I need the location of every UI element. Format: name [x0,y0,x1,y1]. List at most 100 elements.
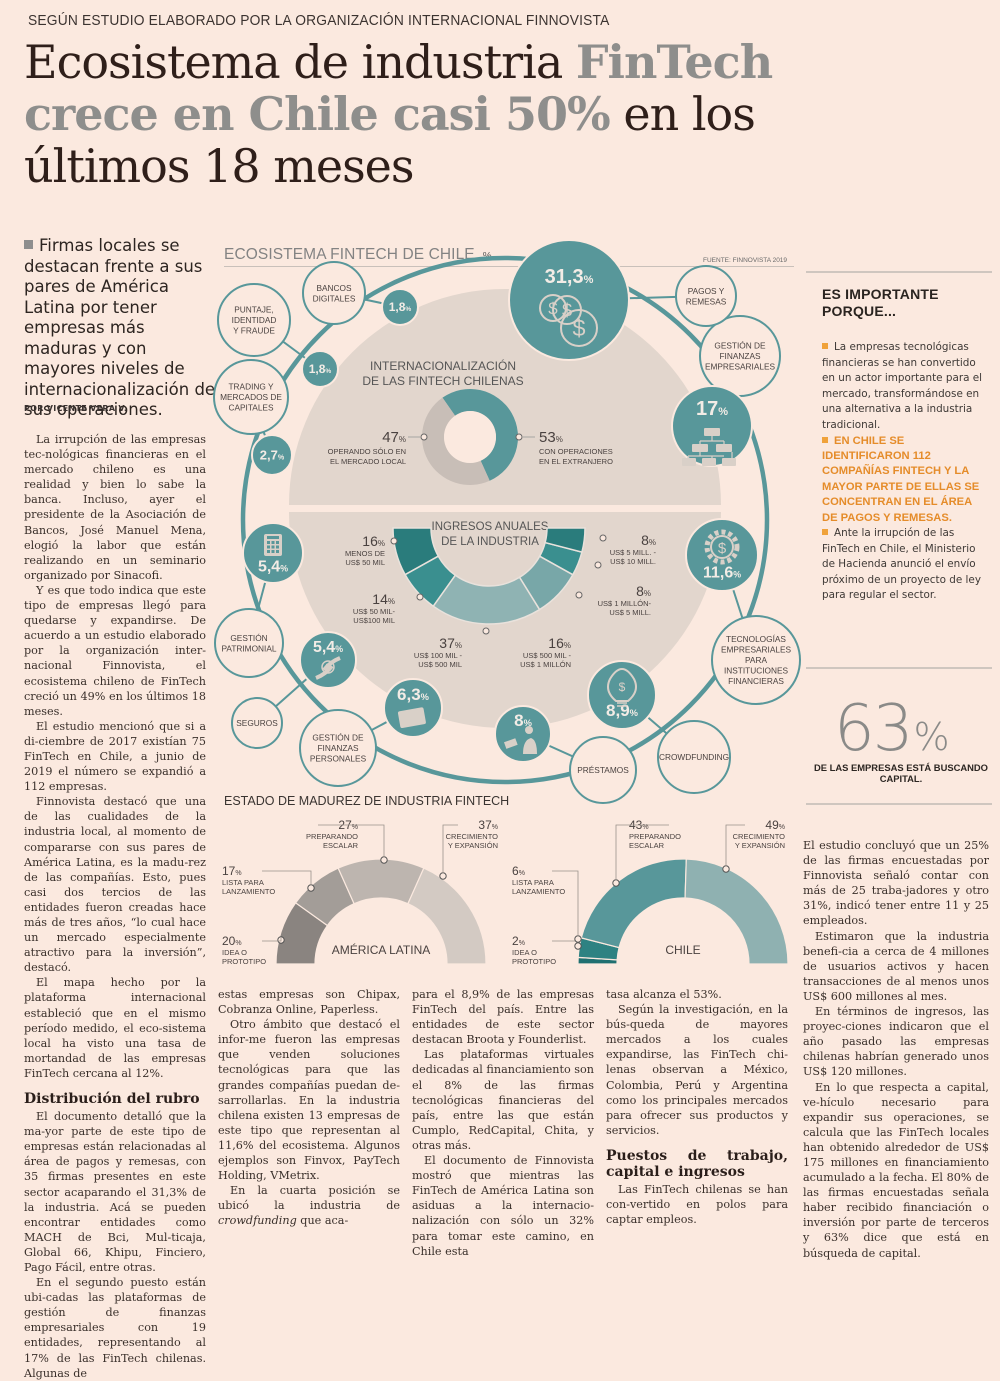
segment-value-bubble: 1,8% [381,288,419,326]
intl-local-value: 47% [382,429,406,446]
sidebar-item-text: EN CHILE SE IDENTIFICARON 112 COMPAÑÍAS … [822,434,980,524]
ingresos-label: US$ 50 MIL- [353,607,396,616]
hands-money-icon: $ [315,656,341,680]
headline: Ecosistema de industria FinTech crece en… [24,36,784,192]
capital-stat: 63% [834,692,950,766]
segment-label: GESTIÓN DE FINANZAS EMPRESARIALES [705,341,776,372]
article-paragraph: El mapa hecho por la plataforma internac… [24,976,206,1080]
intl-local-label-2: EL MERCADO LOCAL [330,457,406,466]
madurez-marker [574,935,582,943]
sidebar-title-line1: ES IMPORTANTE [822,286,939,302]
calculator-icon [264,534,282,556]
sidebar-top-rule [806,271,992,273]
madurez-label-2: Y EXPANSIÓN [448,841,498,850]
headline-highlight: FinTech crece en Chile casi 50% [24,35,773,141]
square-bullet-icon [822,343,828,349]
sidebar-bottom-rule [806,803,992,805]
madurez-leader-line [442,824,458,873]
gear-dollar-icon: $ [704,529,740,565]
segment-label: GESTIÓN PATRIMONIAL [221,633,276,654]
article-paragraph: En el segundo puesto están ubi-cadas las… [24,1276,206,1380]
segment-label-bubble: SEGUROS [231,697,283,749]
ingresos-label-2: US$ 1 MILLÓN [520,660,571,669]
ingresos-label-2: US$100 MIL [353,616,395,625]
kicker: SEGÚN ESTUDIO ELABORADO POR LA ORGANIZAC… [28,12,610,29]
article-paragraph: tasa alcanza el 53%. [606,988,722,1001]
segment-label: PUNTAJE, IDENTIDAD Y FRAUDE [232,305,277,336]
segment-value-bubble: 11,6% [685,518,759,592]
madurez-value: 49% [765,818,785,832]
segment-label-bubble: GESTIÓN PATRIMONIAL [214,608,284,678]
ingresos-label: US$ 100 MIL - [414,651,463,660]
segment-label-bubble: PAGOS Y REMESAS [675,265,737,327]
wallet-icon [397,707,426,728]
intl-title-line1: INTERNACIONALIZACIÓN [370,358,516,373]
madurez-marker [612,879,620,887]
ecosystem-infographic: BANCOS DIGITALES 1,8% PUNTAJE, IDENTIDAD Y FR… [213,239,801,804]
segment-value: 11,6% [703,564,741,581]
article-paragraph: En lo que respecta a capital, ve-hículo … [803,1080,989,1260]
intl-local-label: OPERANDO SÓLO EN [328,447,406,456]
madurez-label: LISTA PARA [512,878,554,887]
madurez-chart-name: CHILE [665,943,700,957]
segment-label: SEGUROS [236,718,278,728]
madurez-label-2: ESCALAR [629,841,665,850]
segment-value-bubble: 5,4% [299,631,357,689]
coins-icon: $ $$ [539,294,598,347]
headline-part1: Ecosistema de industria [24,35,576,89]
madurez-slice [580,858,687,949]
madurez-marker [722,865,730,873]
segment-value-bubble: 31,3% [508,239,630,361]
madurez-leader-line [262,870,312,885]
madurez-leader-line [552,940,579,943]
capital-stat-value: 63 [834,692,913,766]
segment-value-bubble: 6,3% [383,678,443,738]
segment-value: 1,8% [389,300,412,314]
madurez-label-2: LANZAMIENTO [512,887,565,896]
lightbulb-dollar-icon: $ [607,667,637,707]
ingresos-label-2: US$ 50 MIL [345,558,385,567]
infographic-title-rule [224,266,794,267]
madurez-value: 2% [512,934,525,948]
madurez-leader-line [725,824,745,866]
madurez-leader-line [262,937,282,942]
sidebar-mid-rule [806,667,992,669]
madurez-value: 17% [222,864,242,878]
article-subheading: Puestos de trabajo, capital e ingresos [606,1147,788,1180]
intl-donut-slice [442,388,518,481]
segment-value-bubble: 1,8% [301,350,339,388]
headline-part3: en los últimos 18 meses [24,87,756,193]
segment-value-bubble: 8% [494,705,552,763]
ingresos-value: 8% [641,532,656,548]
sidebar-item: EN CHILE SE IDENTIFICARON 112 COMPAÑÍAS … [822,434,990,526]
segment-label: BANCOS DIGITALES [313,283,356,304]
sidebar-item: La empresas tecnológicas financieras se … [822,340,990,434]
segment-value: 5,4% [313,639,343,656]
ingresos-label: US$ 1 MILLÓN- [598,599,652,608]
ingresos-label-2: US$ 500 MIL [418,660,462,669]
article-paragraph: Y es que todo indica que este tipo de em… [24,583,206,718]
madurez-label-2: LANZAMIENTO [222,887,275,896]
segment-label-bubble: BANCOS DIGITALES [302,261,366,325]
article-subheading: Distribución del rubro [24,1091,200,1108]
madurez-label-2: Y EXPANSIÓN [735,841,785,850]
ingresos-marker [599,534,607,542]
segment-value: 1,8% [309,362,332,376]
madurez-label: PREPARANDO [629,832,681,841]
sidebar-item: Ante la irrupción de las FinTech en Chil… [822,526,990,604]
madurez-chart-name: AMÉRICA LATINA [332,942,430,957]
segment-label: GESTIÓN DE FINANZAS PERSONALES [310,733,367,764]
segment-label-bubble: GESTIÓN DE FINANZAS EMPRESARIALES [699,315,781,397]
madurez-label-2: ESCALAR [323,841,359,850]
ingresos-label: US$ 500 MIL - [523,651,572,660]
madurez-label: IDEA O [512,948,537,957]
svg-text:$: $ [718,540,727,557]
segment-value: 5,4% [258,559,288,576]
ecosystem-ring [240,255,770,785]
segment-value: 31,3% [545,266,594,288]
ingresos-label-2: US$ 10 MILL. [610,557,656,566]
madurez-leader-line [552,870,579,936]
segment-value: 8% [514,711,532,730]
infographic-title-text: ECOSISTEMA FINTECH DE CHILE [224,246,475,263]
madurez-value: 6% [512,864,525,878]
